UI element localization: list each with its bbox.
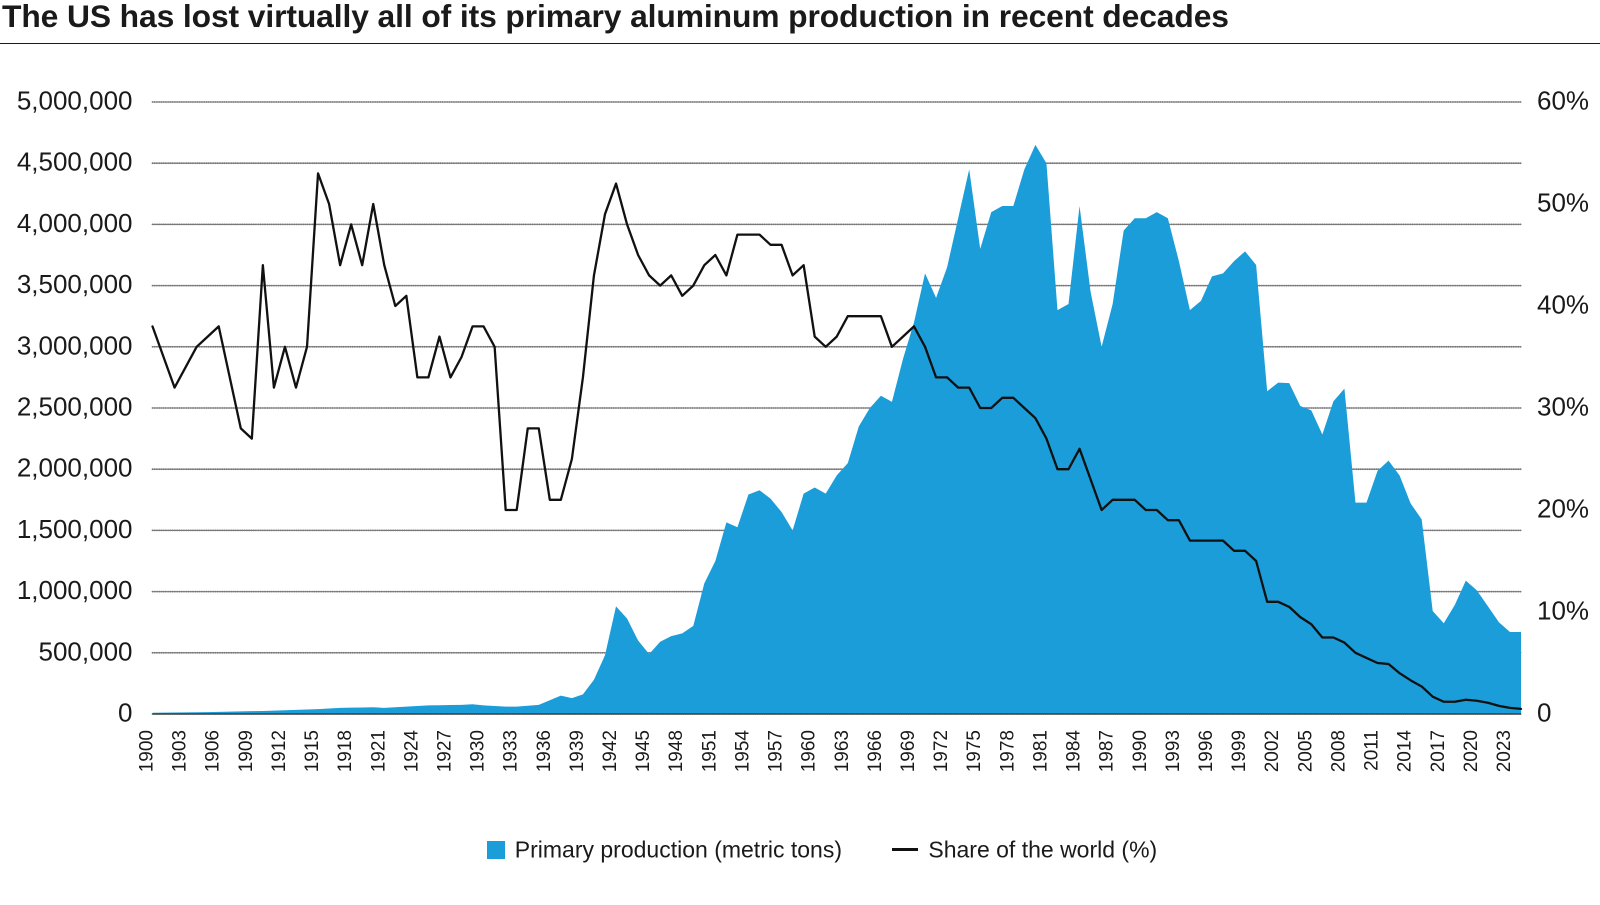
svg-text:1,500,000: 1,500,000 [17, 514, 133, 544]
svg-text:5,000,000: 5,000,000 [17, 86, 133, 116]
svg-text:1963: 1963 [832, 730, 853, 772]
svg-text:1900: 1900 [137, 730, 158, 772]
svg-text:60%: 60% [1537, 86, 1589, 116]
svg-text:30%: 30% [1537, 392, 1589, 422]
svg-text:1909: 1909 [236, 730, 257, 772]
svg-text:1951: 1951 [699, 730, 720, 772]
svg-text:2020: 2020 [1461, 730, 1482, 772]
svg-text:1987: 1987 [1097, 730, 1118, 772]
svg-text:1978: 1978 [997, 730, 1018, 772]
svg-text:1918: 1918 [335, 730, 356, 772]
svg-text:1912: 1912 [269, 730, 290, 772]
svg-text:1939: 1939 [567, 730, 588, 772]
svg-text:2,500,000: 2,500,000 [17, 392, 133, 422]
svg-text:0: 0 [1537, 698, 1551, 728]
svg-text:1975: 1975 [964, 730, 985, 772]
svg-text:0: 0 [118, 698, 132, 728]
svg-text:1984: 1984 [1064, 730, 1085, 773]
svg-text:1972: 1972 [931, 730, 952, 772]
svg-text:1993: 1993 [1163, 730, 1184, 772]
svg-text:1999: 1999 [1229, 730, 1250, 772]
svg-text:1927: 1927 [434, 730, 455, 772]
svg-text:1945: 1945 [633, 730, 654, 772]
svg-text:1924: 1924 [401, 730, 422, 773]
svg-text:2011: 2011 [1362, 730, 1383, 771]
svg-text:1966: 1966 [865, 730, 886, 772]
svg-text:500,000: 500,000 [39, 636, 133, 666]
svg-text:2,000,000: 2,000,000 [17, 453, 133, 483]
svg-text:1906: 1906 [203, 730, 224, 772]
svg-text:1930: 1930 [468, 730, 489, 772]
svg-text:3,000,000: 3,000,000 [17, 330, 133, 360]
svg-text:1969: 1969 [898, 730, 919, 772]
svg-text:1948: 1948 [666, 730, 687, 772]
svg-text:2005: 2005 [1295, 730, 1316, 772]
svg-text:2002: 2002 [1262, 730, 1283, 772]
svg-text:1942: 1942 [600, 730, 621, 772]
svg-text:3,500,000: 3,500,000 [17, 269, 133, 299]
svg-text:4,500,000: 4,500,000 [17, 147, 133, 177]
svg-text:1,000,000: 1,000,000 [17, 575, 133, 605]
svg-text:10%: 10% [1537, 596, 1589, 626]
svg-text:2014: 2014 [1395, 730, 1416, 773]
svg-text:2023: 2023 [1494, 730, 1515, 772]
svg-text:1960: 1960 [799, 730, 820, 772]
svg-text:4,000,000: 4,000,000 [17, 208, 133, 238]
svg-text:1936: 1936 [534, 730, 555, 772]
svg-text:1957: 1957 [766, 730, 787, 772]
svg-text:1996: 1996 [1196, 730, 1217, 772]
svg-text:2017: 2017 [1428, 730, 1449, 772]
svg-text:2008: 2008 [1328, 730, 1349, 772]
svg-text:50%: 50% [1537, 188, 1589, 218]
svg-text:1915: 1915 [302, 730, 323, 772]
svg-text:20%: 20% [1537, 494, 1589, 524]
svg-text:1933: 1933 [501, 730, 522, 772]
svg-text:40%: 40% [1537, 290, 1589, 320]
svg-text:1981: 1981 [1030, 730, 1051, 772]
svg-text:1921: 1921 [368, 730, 389, 772]
svg-text:1990: 1990 [1130, 730, 1151, 772]
svg-text:1954: 1954 [732, 730, 753, 773]
svg-text:1903: 1903 [170, 730, 191, 772]
